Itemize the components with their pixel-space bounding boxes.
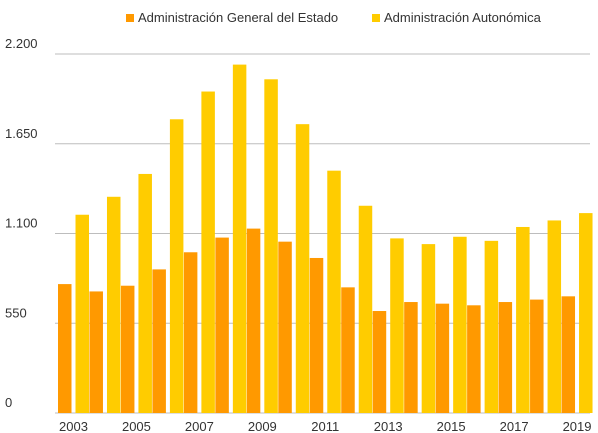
y-tick-label: 1.650 [5,126,38,141]
x-tick-label: 2011 [311,419,339,433]
y-tick-label: 550 [5,305,27,320]
bar-age-2015 [435,303,450,413]
bar-autonomica-2004 [106,196,121,413]
bar-autonomica-2013 [390,238,404,413]
bar-autonomica-2012 [358,205,373,413]
bar-autonomica-2003 [75,214,89,413]
y-tick-label: 1.100 [5,216,38,231]
legend-label-age: Administración General del Estado [138,10,339,25]
legend-swatch-age [126,13,134,22]
legend-swatch-autonomica [372,13,380,22]
bar-age-2004 [89,291,103,413]
bar-autonomica-2006 [169,119,184,413]
bar-age-2007 [183,252,198,413]
x-tick-label: 2017 [500,419,529,433]
x-tick-label: 2003 [59,419,88,433]
bar-autonomica-2009 [264,79,278,413]
x-tick-label: 2013 [374,419,403,433]
bar-age-2010 [278,241,292,413]
bar-autonomica-2011 [327,170,341,413]
bar-age-2006 [152,269,166,413]
y-tick-label: 0 [5,395,12,410]
bar-autonomica-2015 [453,236,467,413]
bar-autonomica-2019 [579,213,593,413]
legend-label-autonomica: Administración Autonómica [384,10,541,25]
y-tick-label: 2.200 [5,36,38,51]
bar-age-2012 [341,287,355,413]
x-tick-label: 2009 [248,419,277,433]
bar-autonomica-2007 [201,91,215,414]
bar-age-2017 [498,302,513,413]
bar-age-2016 [467,305,481,413]
bar-autonomica-2010 [295,124,310,413]
bar-age-2009 [246,228,261,413]
bar-age-2003 [58,284,72,413]
bar-autonomica-2005 [138,173,152,413]
legend-item-autonomica: Administración Autonómica [372,10,541,25]
bar-age-2018 [530,299,544,413]
x-tick-label: 2015 [437,419,466,433]
bar-age-2008 [215,237,229,413]
bar-autonomica-2018 [547,220,562,413]
bar-autonomica-2017 [516,226,530,413]
x-tick-label: 2007 [185,419,214,433]
bar-age-2019 [561,296,576,413]
bar-age-2014 [404,302,418,413]
bar-autonomica-2016 [484,240,499,413]
legend-item-age: Administración General del Estado [126,10,338,25]
bar-autonomica-2014 [421,244,436,413]
x-tick-label: 2005 [122,419,151,433]
bar-autonomica-2008 [232,64,247,414]
x-tick-label: 2019 [563,419,592,433]
bar-age-2011 [309,257,324,413]
bar-age-2013 [372,311,387,413]
bar-age-2005 [120,285,135,413]
legend: Administración General del Estado Admini… [0,10,598,30]
